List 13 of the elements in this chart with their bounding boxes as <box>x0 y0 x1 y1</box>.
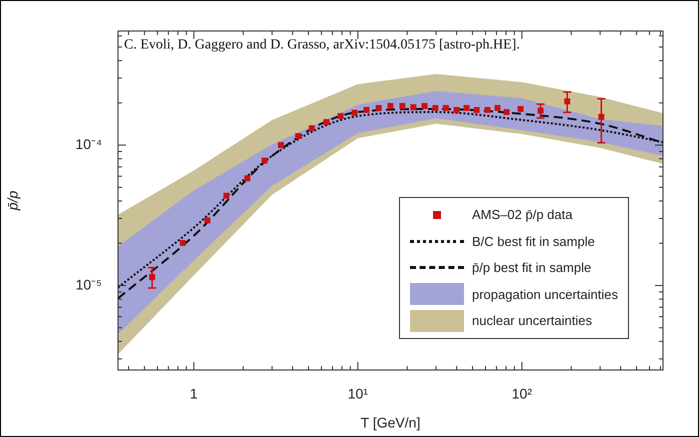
x-tick-label: 10² <box>512 385 532 402</box>
x-tick-label: 10¹ <box>348 385 368 402</box>
legend-label: nuclear uncertainties <box>472 313 592 328</box>
y-axis-title: p̄/p <box>4 190 20 212</box>
legend-label: p̄/p best fit in sample <box>472 260 592 276</box>
legend-label: B/C best fit in sample <box>472 234 595 249</box>
legend-label: AMS–02 p̄/p data <box>472 207 572 222</box>
y-tick-label: 10⁻⁴ <box>75 136 102 152</box>
y-tick-label: 10⁻⁵ <box>76 276 102 292</box>
legend-label: propagation uncertainties <box>472 286 618 302</box>
x-axis-title: T [GeV/n] <box>360 414 420 430</box>
x-tick-label: 1 <box>190 385 198 402</box>
annotation: C. Evoli, D. Gaggero and D. Grasso, arXiv:1504.05175 [astro-ph.HE]. <box>124 38 520 53</box>
